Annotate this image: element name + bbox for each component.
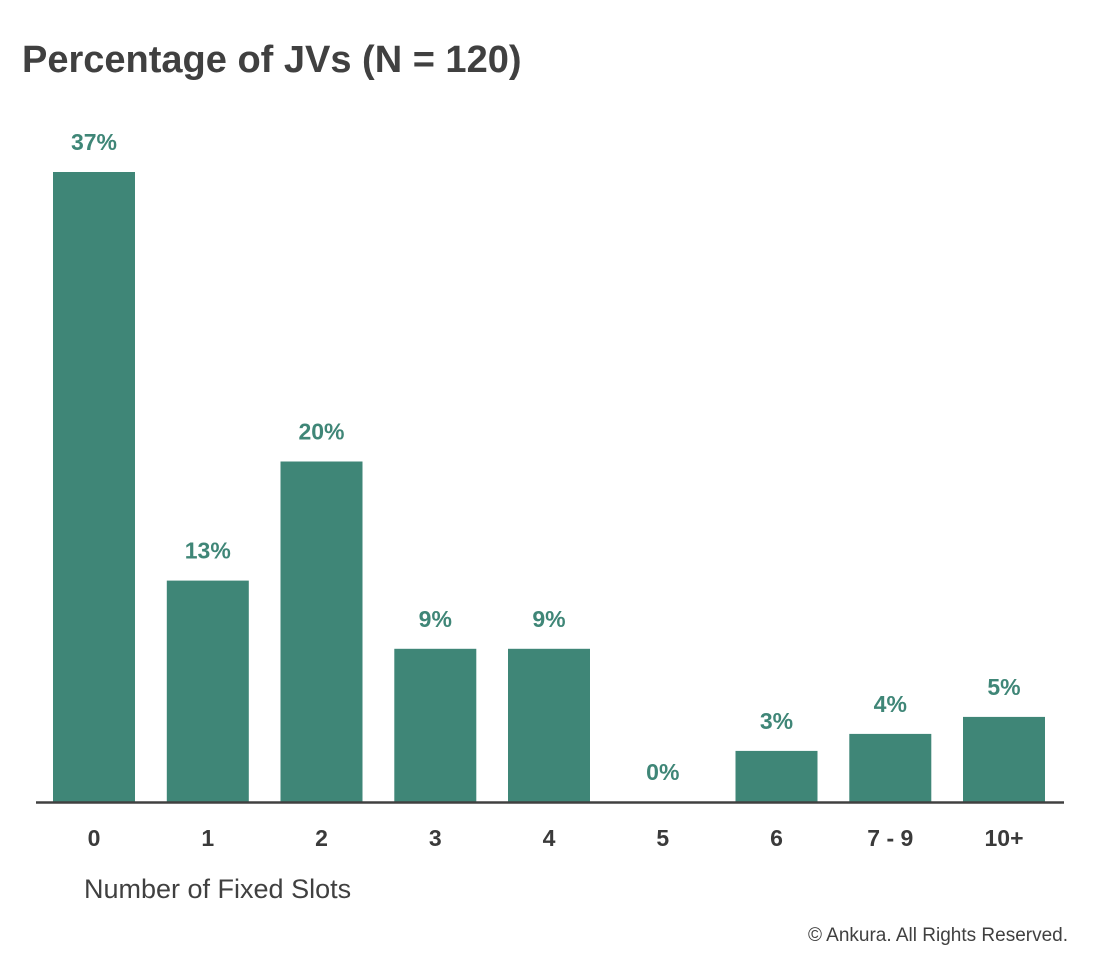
bar-value-label-7: 4% — [874, 691, 907, 717]
bar-8 — [963, 716, 1045, 802]
bar-6 — [735, 750, 818, 802]
bar-value-label-8: 5% — [987, 674, 1020, 700]
value-labels-layer: 37% 13% 20% 9% 9% 0% 3% 4% 5% — [71, 129, 1021, 785]
bar-value-label-6: 3% — [760, 708, 793, 734]
x-tick-label-6: 6 — [770, 825, 783, 851]
x-tick-label-7: 7 - 9 — [867, 825, 913, 851]
bar-value-label-0: 37% — [71, 129, 117, 155]
bar-4 — [508, 648, 590, 802]
bar-1 — [166, 580, 249, 802]
x-tick-label-8: 10+ — [984, 825, 1023, 851]
bar-3 — [394, 648, 477, 802]
x-tick-label-5: 5 — [656, 825, 669, 851]
x-axis-title: Number of Fixed Slots — [84, 874, 352, 904]
copyright-notice: © Ankura. All Rights Reserved. — [807, 925, 1068, 946]
bar-value-label-4: 9% — [532, 606, 565, 632]
bar-value-label-2: 20% — [298, 419, 344, 445]
bar-0 — [53, 172, 135, 802]
x-tick-label-2: 2 — [315, 825, 328, 851]
bar-value-label-1: 13% — [185, 538, 231, 564]
bar-2 — [280, 461, 363, 802]
chart-title: Percentage of JVs (N = 120) — [22, 39, 522, 81]
bar-value-label-3: 9% — [419, 606, 452, 632]
x-tick-label-1: 1 — [201, 825, 214, 851]
bar-7 — [849, 733, 932, 802]
x-tick-labels: 0 1 2 3 4 5 6 7 - 9 10+ — [88, 825, 1024, 851]
x-tick-label-3: 3 — [429, 825, 442, 851]
x-tick-label-4: 4 — [543, 825, 556, 851]
x-tick-label-0: 0 — [88, 825, 101, 851]
bars-layer — [53, 172, 1045, 802]
bar-value-label-5: 0% — [646, 759, 679, 785]
